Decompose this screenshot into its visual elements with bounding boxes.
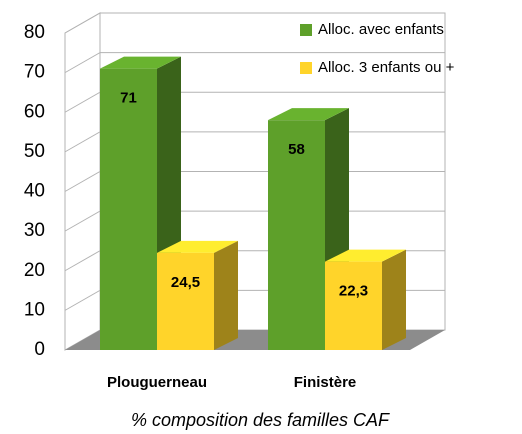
bar [268, 120, 325, 350]
y-tick-label: 50 [24, 141, 45, 162]
bar-side [214, 240, 238, 350]
data-label: 24,5 [171, 274, 200, 291]
y-tick-label: 80 [24, 22, 45, 43]
legend-label: Alloc. 3 enfants ou + [318, 59, 455, 76]
grid-line [64, 52, 445, 74]
y-tick-label: 20 [24, 260, 45, 281]
bar [157, 252, 214, 350]
grid-line [64, 12, 445, 34]
y-tick-label: 30 [24, 220, 45, 241]
legend-swatch [300, 62, 312, 74]
y-tick-label: 40 [24, 181, 45, 202]
y-tick-label: 60 [24, 101, 45, 122]
bar [325, 261, 382, 350]
bar [100, 68, 157, 350]
x-tick-label: Plouguerneau [107, 374, 207, 391]
legend-label: Alloc. avec enfants [318, 21, 444, 38]
data-label: 58 [288, 141, 305, 158]
y-tick-label: 0 [34, 339, 45, 360]
bar-top [325, 249, 406, 262]
bar-top [157, 240, 238, 253]
y-tick-label: 10 [24, 299, 45, 320]
data-label: 22,3 [339, 283, 368, 300]
bar-top [268, 108, 349, 121]
x-tick-label: Finistère [294, 374, 357, 391]
chart-title: % composition des familles CAF [131, 410, 390, 430]
bar-top [100, 56, 181, 69]
y-tick-label: 70 [24, 62, 45, 83]
bar-side [382, 249, 406, 350]
legend-swatch [300, 24, 312, 36]
plot: 0 10 20 30 40 50 60 70 80 Plouguerneau 71 24,5 Finis… [24, 12, 455, 391]
data-label: 71 [120, 90, 137, 107]
